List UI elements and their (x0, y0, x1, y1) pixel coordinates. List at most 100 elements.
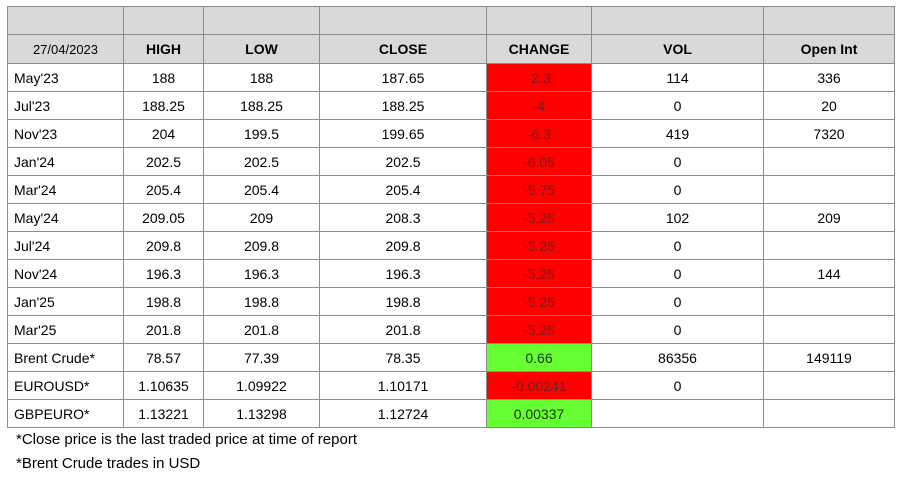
vol-value: 0 (591, 175, 764, 204)
change-value: -2.3 (486, 63, 592, 92)
open-int-value: 149119 (763, 343, 895, 372)
low-value: 196.3 (203, 259, 320, 288)
contract-name: May'24 (7, 203, 124, 232)
low-value: 188.25 (203, 91, 320, 120)
change-value: -5.25 (486, 203, 592, 232)
open-int-value: 20 (763, 91, 895, 120)
table-row: Nov'24 196.3 196.3 196.3 -5.25 0 144 (7, 259, 895, 288)
open-int-value (763, 147, 895, 176)
close-value: 199.65 (319, 119, 487, 148)
high-value: 188 (123, 63, 204, 92)
close-value: 78.35 (319, 343, 487, 372)
close-value: 187.65 (319, 63, 487, 92)
close-value: 1.10171 (319, 371, 487, 400)
change-value: -5.25 (486, 231, 592, 260)
contract-name: Jul'24 (7, 231, 124, 260)
contract-name: Jan'25 (7, 287, 124, 316)
high-value: 196.3 (123, 259, 204, 288)
low-value: 209.8 (203, 231, 320, 260)
footnote-close-price: *Close price is the last traded price at… (16, 431, 357, 448)
high-value: 78.57 (123, 343, 204, 372)
vol-value (591, 399, 764, 428)
table-row: Mar'25 201.8 201.8 201.8 -5.25 0 (7, 315, 895, 344)
col-vol-header: VOL (591, 34, 764, 64)
open-int-value (763, 371, 895, 400)
vol-value: 0 (591, 371, 764, 400)
table-row: Mar'24 205.4 205.4 205.4 -5.75 0 (7, 175, 895, 204)
blank-header-row (7, 6, 895, 35)
open-int-value (763, 231, 895, 260)
change-value: -5.25 (486, 287, 592, 316)
vol-value: 0 (591, 259, 764, 288)
low-value: 199.5 (203, 119, 320, 148)
footnotes: *Close price is the last traded price at… (16, 428, 357, 476)
open-int-value (763, 315, 895, 344)
footnote-brent-usd: *Brent Crude trades in USD (16, 455, 201, 472)
close-value: 198.8 (319, 287, 487, 316)
close-value: 209.8 (319, 231, 487, 260)
table-row: EUROUSD* 1.10635 1.09922 1.10171 -0.00241 0 (7, 371, 895, 400)
change-value: -5.25 (486, 315, 592, 344)
col-high-header: HIGH (123, 34, 204, 64)
table-row: May'24 209.05 209 208.3 -5.25 102 209 (7, 203, 895, 232)
table-row: GBPEURO* 1.13221 1.13298 1.12724 0.00337 (7, 399, 895, 428)
close-value: 205.4 (319, 175, 487, 204)
report-date: 27/04/2023 (7, 34, 124, 64)
header-row: 27/04/2023 HIGH LOW CLOSE CHANGE VOL Ope… (7, 34, 895, 64)
open-int-value (763, 287, 895, 316)
close-value: 196.3 (319, 259, 487, 288)
low-value: 205.4 (203, 175, 320, 204)
high-value: 204 (123, 119, 204, 148)
contract-name: May'23 (7, 63, 124, 92)
high-value: 188.25 (123, 91, 204, 120)
table-row: Jan'25 198.8 198.8 198.8 -5.25 0 (7, 287, 895, 316)
open-int-value: 144 (763, 259, 895, 288)
vol-value: 0 (591, 91, 764, 120)
contract-name: Brent Crude* (7, 343, 124, 372)
vol-value: 0 (591, 287, 764, 316)
table-row: May'23 188 188 187.65 -2.3 114 336 (7, 63, 895, 92)
high-value: 209.05 (123, 203, 204, 232)
contract-name: Nov'23 (7, 119, 124, 148)
vol-value: 114 (591, 63, 764, 92)
col-close-header: CLOSE (319, 34, 487, 64)
high-value: 202.5 (123, 147, 204, 176)
low-value: 1.09922 (203, 371, 320, 400)
change-value: 0.00337 (486, 399, 592, 428)
close-value: 208.3 (319, 203, 487, 232)
contract-name: GBPEURO* (7, 399, 124, 428)
vol-value: 102 (591, 203, 764, 232)
high-value: 1.13221 (123, 399, 204, 428)
open-int-value: 336 (763, 63, 895, 92)
close-value: 201.8 (319, 315, 487, 344)
contract-name: Mar'24 (7, 175, 124, 204)
close-value: 1.12724 (319, 399, 487, 428)
open-int-value: 7320 (763, 119, 895, 148)
change-value: -4 (486, 91, 592, 120)
low-value: 77.39 (203, 343, 320, 372)
vol-value: 419 (591, 119, 764, 148)
contract-name: Mar'25 (7, 315, 124, 344)
open-int-value: 209 (763, 203, 895, 232)
change-value: 0.66 (486, 343, 592, 372)
change-value: -5.25 (486, 259, 592, 288)
change-value: -6.05 (486, 147, 592, 176)
contract-name: EUROUSD* (7, 371, 124, 400)
contract-name: Jul'23 (7, 91, 124, 120)
change-value: -6.3 (486, 119, 592, 148)
change-value: -0.00241 (486, 371, 592, 400)
high-value: 201.8 (123, 315, 204, 344)
vol-value: 0 (591, 315, 764, 344)
low-value: 209 (203, 203, 320, 232)
vol-value: 0 (591, 231, 764, 260)
low-value: 201.8 (203, 315, 320, 344)
market-table: 27/04/2023 HIGH LOW CLOSE CHANGE VOL Ope… (7, 6, 895, 428)
table-row: Nov'23 204 199.5 199.65 -6.3 419 7320 (7, 119, 895, 148)
change-value: -5.75 (486, 175, 592, 204)
contract-name: Jan'24 (7, 147, 124, 176)
table-row: Brent Crude* 78.57 77.39 78.35 0.66 86356 1491… (7, 343, 895, 372)
table-row: Jul'24 209.8 209.8 209.8 -5.25 0 (7, 231, 895, 260)
high-value: 209.8 (123, 231, 204, 260)
high-value: 1.10635 (123, 371, 204, 400)
low-value: 1.13298 (203, 399, 320, 428)
